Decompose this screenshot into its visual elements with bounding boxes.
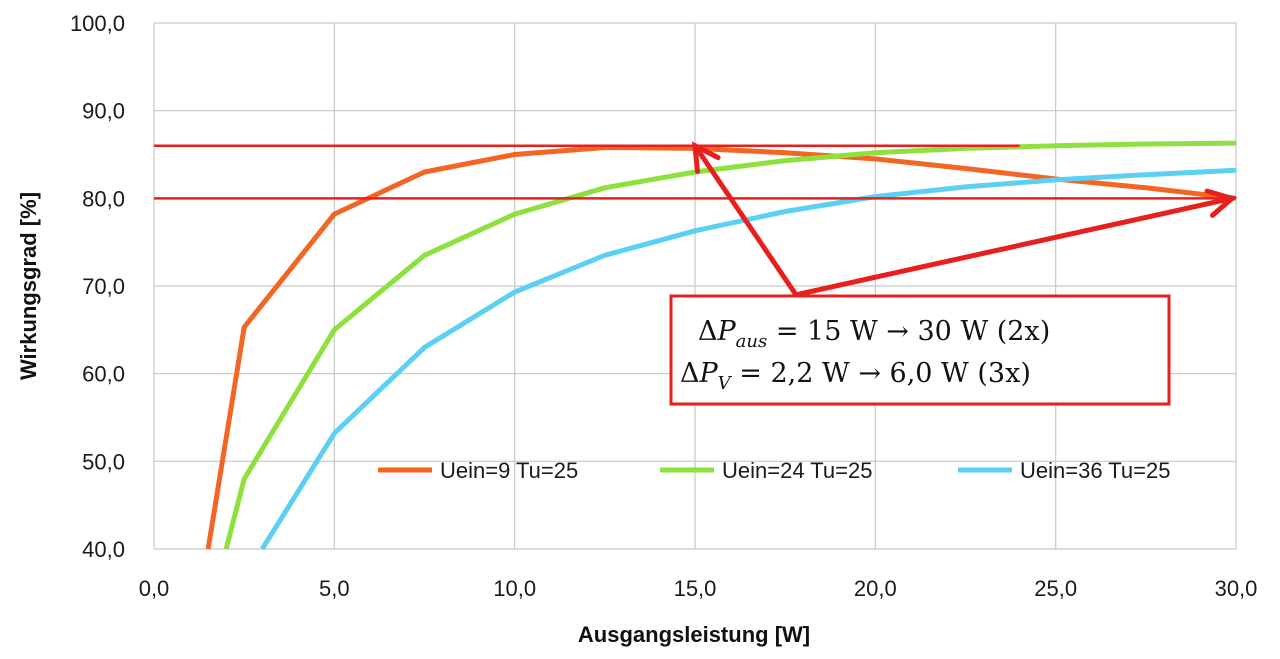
annotation-arrows — [692, 141, 1238, 298]
annotation-arrowhead-0 — [692, 141, 721, 175]
annotation-arrow-0 — [692, 143, 799, 298]
x-tick-label-4: 20,0 — [854, 576, 897, 601]
legend-label-36v: Uein=36 Tu=25 — [1020, 458, 1170, 483]
x-tick-label-0: 0,0 — [139, 576, 170, 601]
y-axis-label: Wirkungsgrad [%] — [16, 192, 41, 380]
y-tick-label-4: 80,0 — [82, 186, 125, 211]
y-tick-label-3: 70,0 — [82, 274, 125, 299]
legend: Uein=9 Tu=25 Uein=24 Tu=25 Uein=36 Tu=25 — [378, 458, 1170, 483]
x-tick-label-1: 5,0 — [319, 576, 350, 601]
x-tick-label-5: 25,0 — [1034, 576, 1077, 601]
x-tick-label-3: 15,0 — [674, 576, 717, 601]
x-tick-label-6: 30,0 — [1215, 576, 1258, 601]
y-tick-label-5: 90,0 — [82, 99, 125, 124]
annotation: ΔPaus = 15 W → 30 W (2x) ΔPV = 2,2 W → 6… — [669, 141, 1238, 406]
legend-label-24v: Uein=24 Tu=25 — [722, 458, 872, 483]
reference-lines — [154, 144, 1236, 200]
legend-label-9v: Uein=9 Tu=25 — [440, 458, 578, 483]
annotation-line-2: ΔPV = 2,2 W → 6,0 W (3x) — [680, 358, 1031, 394]
annotation-box — [669, 294, 1171, 406]
y-tick-label-0: 40,0 — [82, 537, 125, 562]
y-tick-label-6: 100,0 — [70, 11, 125, 36]
series-line-1 — [223, 140, 1237, 550]
annotation-arrow-1 — [793, 195, 1235, 298]
y-tick-label-1: 50,0 — [82, 449, 125, 474]
y-tick-label-2: 60,0 — [82, 362, 125, 387]
annotation-line-1: ΔPaus = 15 W → 30 W (2x) — [698, 316, 1050, 352]
series-line-2 — [260, 167, 1237, 551]
x-axis-label: Ausgangsleistung [W] — [578, 622, 810, 647]
x-tick-label-2: 10,0 — [493, 576, 536, 601]
axis-ticks: 0,0 5,0 10,0 15,0 20,0 25,0 30,0 40,0 50,0 60,0 70… — [70, 11, 1257, 601]
annotation-arrowhead-1 — [1204, 188, 1238, 218]
